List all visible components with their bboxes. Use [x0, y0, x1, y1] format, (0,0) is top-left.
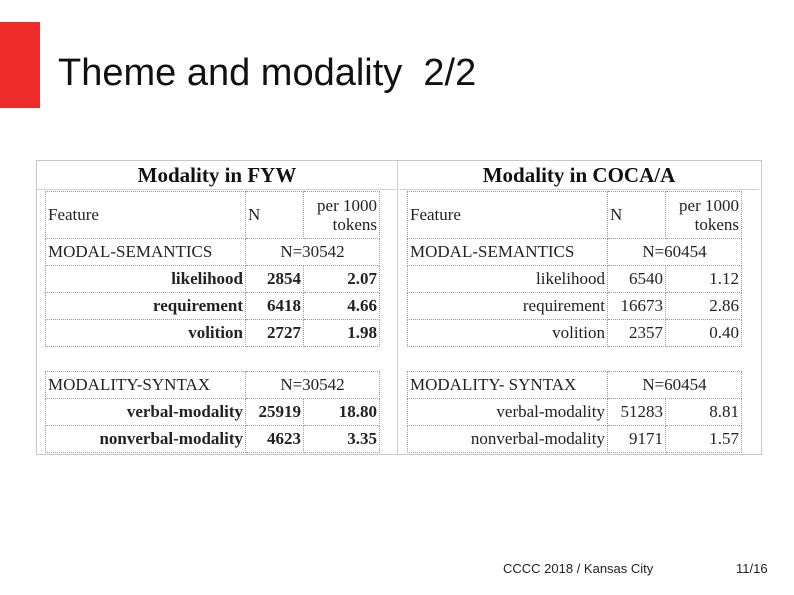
row-per: 1.57 [665, 425, 742, 453]
table-row: verbal-modality 25919 18.80 [45, 398, 380, 426]
row-label: requirement [407, 292, 608, 320]
section-row: MODALITY- SYNTAX N=60454 [407, 371, 742, 399]
row-n: 25919 [245, 398, 304, 426]
section-label: MODALITY- SYNTAX [407, 371, 608, 399]
section-row: MODAL-SEMANTICS N=30542 [45, 238, 380, 266]
row-per: 1.12 [665, 265, 742, 293]
row-per: 2.86 [665, 292, 742, 320]
row-label: nonverbal-modality [45, 425, 246, 453]
table-row: requirement 16673 2.86 [407, 292, 742, 320]
table-row: verbal-modality 51283 8.81 [407, 398, 742, 426]
row-label: verbal-modality [45, 398, 246, 426]
row-n: 6540 [607, 265, 666, 293]
row-n: 6418 [245, 292, 304, 320]
section-total: N=30542 [245, 238, 380, 266]
row-per: 0.40 [665, 319, 742, 347]
header-per-line1: per 1000 [317, 196, 377, 215]
row-per: 1.98 [303, 319, 380, 347]
row-n: 16673 [607, 292, 666, 320]
row-n: 51283 [607, 398, 666, 426]
footer-conference: CCCC 2018 / Kansas City [503, 561, 654, 576]
row-label: requirement [45, 292, 246, 320]
header-per-1000: per 1000 tokens [303, 191, 380, 239]
section-total: N=60454 [607, 371, 742, 399]
section-label: MODALITY-SYNTAX [45, 371, 246, 399]
table-row: likelihood 6540 1.12 [407, 265, 742, 293]
fyw-panel-title: Modality in FYW [37, 161, 397, 190]
table-row: requirement 6418 4.66 [45, 292, 380, 320]
row-n: 2727 [245, 319, 304, 347]
fyw-panel: Modality in FYW Feature N per 1000 tokens… [37, 161, 397, 454]
table-header-row: Feature N per 1000 tokens [45, 191, 380, 239]
row-n: 2357 [607, 319, 666, 347]
row-n: 2854 [245, 265, 304, 293]
header-n: N [607, 191, 666, 239]
section-total: N=60454 [607, 238, 742, 266]
footer-page-number: 11/16 [736, 561, 768, 576]
header-n: N [245, 191, 304, 239]
row-per: 4.66 [303, 292, 380, 320]
row-label: nonverbal-modality [407, 425, 608, 453]
coca-panel-title: Modality in COCA/A [399, 161, 759, 190]
table-row: volition 2357 0.40 [407, 319, 742, 347]
table-header-row: Feature N per 1000 tokens [407, 191, 742, 239]
slide-title: Theme and modality 2/2 [58, 52, 477, 94]
row-label: verbal-modality [407, 398, 608, 426]
panel-divider [397, 161, 398, 454]
section-row: MODALITY-SYNTAX N=30542 [45, 371, 380, 399]
section-total: N=30542 [245, 371, 380, 399]
coca-syntax-table: MODALITY- SYNTAX N=60454 verbal-modality… [407, 371, 742, 453]
header-per-line1: per 1000 [679, 196, 739, 215]
row-n: 4623 [245, 425, 304, 453]
fyw-syntax-table: MODALITY-SYNTAX N=30542 verbal-modality … [45, 371, 380, 453]
section-label: MODAL-SEMANTICS [407, 238, 608, 266]
header-feature: Feature [45, 191, 246, 239]
header-feature: Feature [407, 191, 608, 239]
section-label: MODAL-SEMANTICS [45, 238, 246, 266]
row-per: 18.80 [303, 398, 380, 426]
modality-comparison-figure: Modality in FYW Feature N per 1000 tokens… [36, 160, 762, 455]
row-label: volition [45, 319, 246, 347]
table-row: nonverbal-modality 4623 3.35 [45, 425, 380, 453]
accent-bar [0, 22, 40, 108]
coca-panel: Modality in COCA/A Feature N per 1000 tok… [397, 161, 759, 454]
row-label: likelihood [407, 265, 608, 293]
coca-semantics-table: Feature N per 1000 tokens MODAL-SEMANTICS… [407, 191, 742, 347]
header-per-line2: tokens [332, 215, 377, 234]
table-row: likelihood 2854 2.07 [45, 265, 380, 293]
row-per: 3.35 [303, 425, 380, 453]
row-label: volition [407, 319, 608, 347]
table-row: volition 2727 1.98 [45, 319, 380, 347]
section-row: MODAL-SEMANTICS N=60454 [407, 238, 742, 266]
table-row: nonverbal-modality 9171 1.57 [407, 425, 742, 453]
fyw-semantics-table: Feature N per 1000 tokens MODAL-SEMANTICS… [45, 191, 380, 347]
row-per: 2.07 [303, 265, 380, 293]
header-per-1000: per 1000 tokens [665, 191, 742, 239]
row-n: 9171 [607, 425, 666, 453]
header-per-line2: tokens [694, 215, 739, 234]
row-per: 8.81 [665, 398, 742, 426]
row-label: likelihood [45, 265, 246, 293]
